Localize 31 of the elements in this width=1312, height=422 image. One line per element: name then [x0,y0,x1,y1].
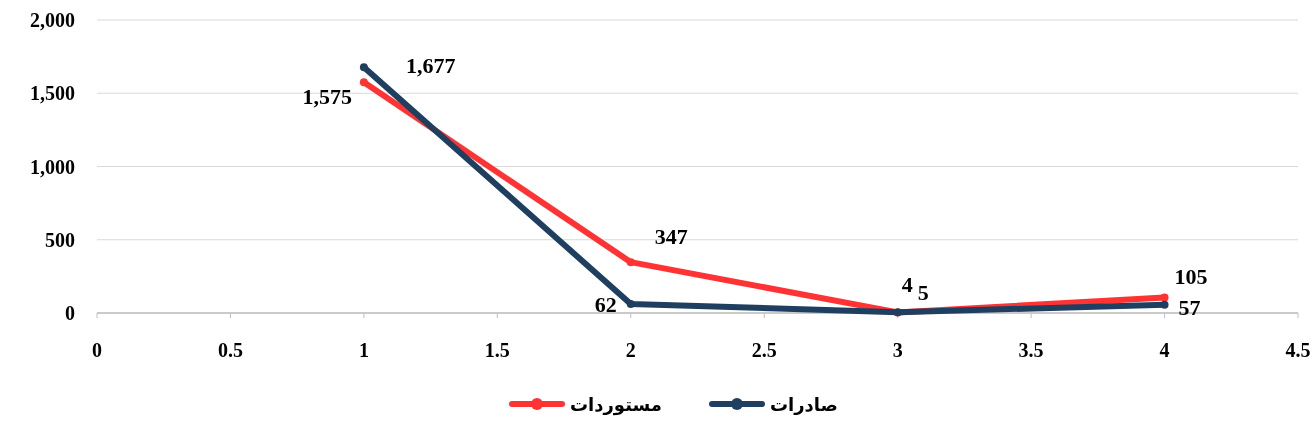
data-label: 1,575 [302,84,352,110]
y-tick-label: 1,500 [30,82,75,105]
data-label: 62 [594,291,617,317]
x-tick-label: 2.5 [751,339,777,361]
point [1160,293,1169,302]
data-label: 57 [1178,294,1201,320]
y-tick-label: 1,000 [30,155,75,178]
legend-label: صادرات [770,394,839,415]
data-label: 105 [1174,263,1208,289]
legend-label: مستوردات [570,394,662,416]
x-tick-label: 4 [1159,339,1170,361]
point [626,258,635,267]
point [626,299,635,308]
point [359,78,368,87]
y-tick-label: 500 [45,228,75,251]
data-label: 5 [917,280,929,306]
x-tick-label: 1 [358,339,369,361]
x-tick-label: 0 [92,339,102,361]
data-label: 347 [654,224,688,250]
data-label: 4 [901,272,913,298]
data-label: 1,677 [405,53,456,79]
x-tick-label: 3 [892,339,903,361]
y-tick-label: 0 [65,302,75,324]
x-tick-label: 4.5 [1285,339,1311,361]
point [1160,300,1169,309]
x-tick-label: 0.5 [217,339,243,361]
x-tick-label: 3.5 [1018,339,1044,361]
x-tick-label: 2 [625,339,636,361]
x-tick-label: 1.5 [484,339,510,361]
y-tick-label: 2,000 [30,9,75,31]
point [359,63,368,72]
